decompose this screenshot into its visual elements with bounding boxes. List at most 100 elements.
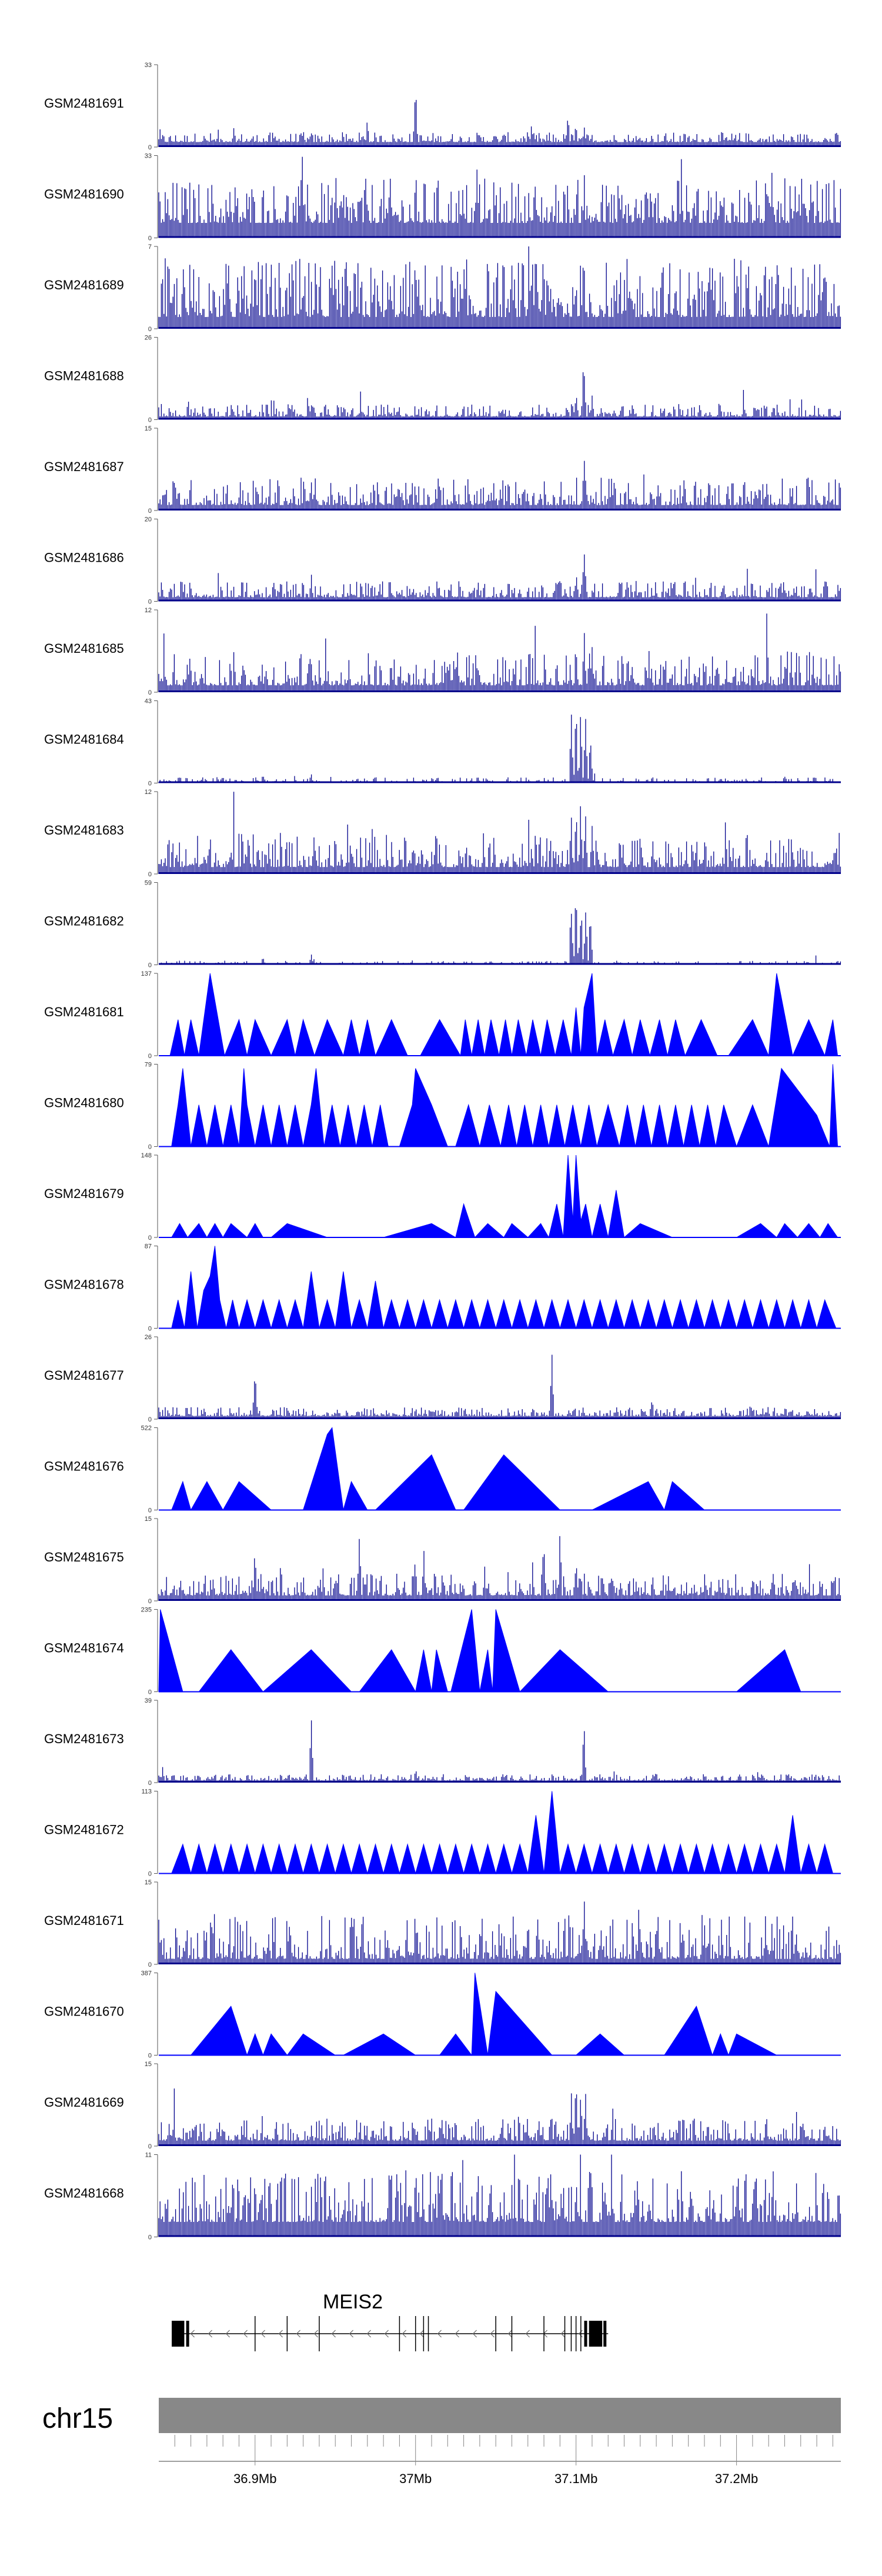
signal-area (171, 1427, 710, 1511)
strand-arrow (490, 2330, 495, 2338)
signal-area (169, 973, 838, 1057)
signal-area (171, 1791, 834, 1875)
track-GSM2481685: GSM2481685 12 0 (44, 607, 841, 696)
y-max-label: 87 (145, 1243, 152, 1250)
exon (399, 2316, 400, 2351)
strand-arrow (560, 2330, 565, 2338)
signal-bars (158, 715, 841, 783)
signal-tracks: GSM2481691330GSM2481690330GSM248168970GS… (44, 62, 841, 2241)
track-label: GSM2481689 (44, 278, 124, 292)
track-GSM2481668: GSM2481668 11 0 (44, 2152, 841, 2241)
track-GSM2481675: GSM2481675 15 0 (44, 1516, 841, 1605)
exon (423, 2316, 425, 2351)
strand-arrow (349, 2330, 353, 2338)
y-max-label: 11 (145, 2152, 152, 2159)
y-min-label: 0 (148, 144, 152, 151)
signal-bars (158, 1536, 841, 1601)
exon (186, 2321, 189, 2347)
y-max-label: 26 (145, 1334, 152, 1341)
track-label: GSM2481684 (44, 732, 124, 746)
gene-label: MEIS2 (323, 2291, 383, 2313)
signal-area (171, 1154, 838, 1239)
track-GSM2481674: GSM2481674 235 0 (44, 1607, 841, 1696)
strand-arrow (437, 2330, 442, 2338)
track-label: GSM2481668 (44, 2185, 124, 2200)
exon (286, 2316, 288, 2351)
y-min-label: 0 (148, 235, 152, 242)
exon (580, 2316, 582, 2351)
y-max-label: 137 (141, 970, 152, 977)
y-max-label: 12 (145, 607, 152, 614)
track-GSM2481677: GSM2481677 26 0 (44, 1334, 841, 1423)
track-label: GSM2481673 (44, 1731, 124, 1746)
y-min-label: 0 (148, 1326, 152, 1333)
y-max-label: 113 (141, 1788, 152, 1796)
track-GSM2481691: GSM2481691 33 0 (44, 62, 841, 151)
signal-area (158, 1609, 801, 1693)
y-min-label: 0 (148, 326, 152, 333)
y-max-label: 15 (145, 425, 152, 432)
baseline (159, 145, 841, 147)
signal-bars (158, 792, 841, 874)
strand-arrow (384, 2330, 389, 2338)
signal-bars (158, 246, 841, 329)
y-max-label: 15 (145, 1516, 152, 1523)
y-min-label: 0 (148, 1961, 152, 1968)
y-min-label: 0 (148, 1234, 152, 1242)
track-GSM2481679: GSM2481679 148 0 (44, 1152, 841, 1242)
signal-bars (158, 2088, 841, 2146)
track-GSM2481683: GSM2481683 12 0 (44, 789, 841, 878)
track-label: GSM2481680 (44, 1095, 124, 1110)
y-min-label: 0 (148, 1416, 152, 1423)
signal-bars (158, 156, 841, 238)
strand-arrow (313, 2330, 318, 2338)
track-label: GSM2481675 (44, 1550, 124, 1564)
chromosome-label: chr15 (42, 2403, 113, 2434)
genome-axis: 36.9Mb 37Mb 37.1Mb 37.2Mb (159, 2435, 841, 2486)
track-GSM2481671: GSM2481671 15 0 (44, 1879, 841, 1968)
baseline (159, 236, 841, 238)
baseline (159, 1417, 841, 1419)
exon (415, 2316, 416, 2351)
y-min-label: 0 (148, 871, 152, 878)
signal-area (171, 1246, 837, 1330)
exon (575, 2316, 577, 2351)
y-min-label: 0 (148, 599, 152, 606)
signal-bars (158, 1901, 841, 1964)
y-min-label: 0 (148, 689, 152, 696)
exon-block-end (590, 2321, 603, 2347)
strand-arrow (331, 2330, 336, 2338)
signal-bars (158, 1354, 841, 1419)
strand-arrow (525, 2330, 530, 2338)
chromosome-bar (159, 2398, 841, 2433)
strand-arrow (260, 2330, 265, 2338)
track-GSM2481680: GSM2481680 79 0 (44, 1062, 841, 1151)
y-min-label: 0 (148, 1144, 152, 1151)
signal-bars (158, 613, 841, 692)
track-label: GSM2481674 (44, 1640, 124, 1655)
y-min-label: 0 (148, 780, 152, 788)
x-tick-label: 37.2Mb (715, 2471, 758, 2486)
y-max-label: 235 (141, 1607, 152, 1614)
track-label: GSM2481683 (44, 823, 124, 837)
y-max-label: 26 (145, 335, 152, 342)
track-GSM2481670: GSM2481670 387 0 (44, 1970, 841, 2060)
track-GSM2481669: GSM2481669 15 0 (44, 2061, 841, 2150)
strand-arrow (243, 2330, 248, 2338)
strand-arrow (296, 2330, 300, 2338)
track-GSM2481687: GSM2481687 15 0 (44, 425, 841, 515)
signal-bars (158, 99, 841, 147)
y-max-label: 59 (145, 880, 152, 887)
strand-arrow (402, 2330, 406, 2338)
signal-area (190, 1973, 777, 2057)
strand-arrow (225, 2330, 230, 2338)
track-GSM2481672: GSM2481672 113 0 (44, 1788, 841, 1878)
track-GSM2481684: GSM2481684 43 0 (44, 698, 841, 788)
exon (181, 2321, 185, 2347)
y-min-label: 0 (148, 962, 152, 969)
y-min-label: 0 (148, 1507, 152, 1514)
y-max-label: 7 (148, 243, 152, 251)
track-GSM2481686: GSM2481686 20 0 (44, 516, 841, 606)
signal-bars (158, 1720, 841, 1783)
track-label: GSM2481676 (44, 1459, 124, 1473)
